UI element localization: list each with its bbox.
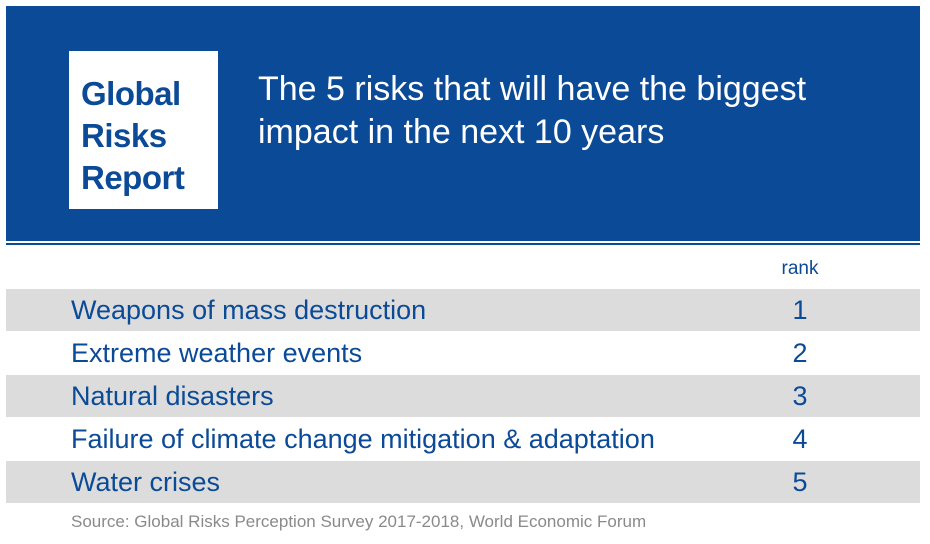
- logo-line-3: Report: [81, 159, 185, 196]
- table-row: Natural disasters 3: [6, 375, 920, 417]
- risk-rank: 2: [792, 338, 808, 368]
- logo-line-2: Risks: [81, 117, 167, 154]
- table-row: Weapons of mass destruction 1: [6, 289, 920, 331]
- risk-rank: 3: [792, 381, 808, 411]
- rank-column-header: rank: [781, 258, 819, 279]
- risk-name: Failure of climate change mitigation & a…: [71, 424, 655, 454]
- table-row: Water crises 5: [6, 461, 920, 503]
- risk-rank: 1: [792, 295, 808, 325]
- page-title: The 5 risks that will have the biggest i…: [258, 70, 807, 151]
- risk-table: Weapons of mass destruction 1 Extreme we…: [6, 289, 920, 504]
- risk-name: Weapons of mass destruction: [71, 295, 427, 325]
- logo-line-1: Global: [81, 75, 181, 112]
- risk-rank: 5: [792, 467, 808, 497]
- risk-name: Water crises: [71, 467, 221, 497]
- risk-name: Natural disasters: [71, 381, 274, 411]
- risk-rank: 4: [792, 424, 808, 454]
- table-row: Extreme weather events 2: [6, 332, 920, 374]
- table-row: Failure of climate change mitigation & a…: [6, 418, 920, 460]
- risk-name: Extreme weather events: [71, 338, 363, 368]
- global-risks-report-logo: Global Risks Report: [69, 51, 218, 209]
- source-citation: Source: Global Risks Perception Survey 2…: [71, 512, 647, 531]
- header-banner: Global Risks Report The 5 risks that wil…: [6, 6, 920, 241]
- header-divider: [6, 243, 920, 245]
